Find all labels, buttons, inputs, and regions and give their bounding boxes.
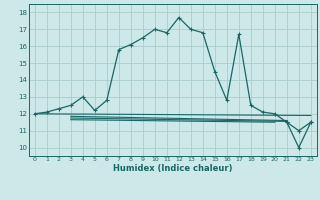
X-axis label: Humidex (Indice chaleur): Humidex (Indice chaleur) bbox=[113, 164, 233, 173]
